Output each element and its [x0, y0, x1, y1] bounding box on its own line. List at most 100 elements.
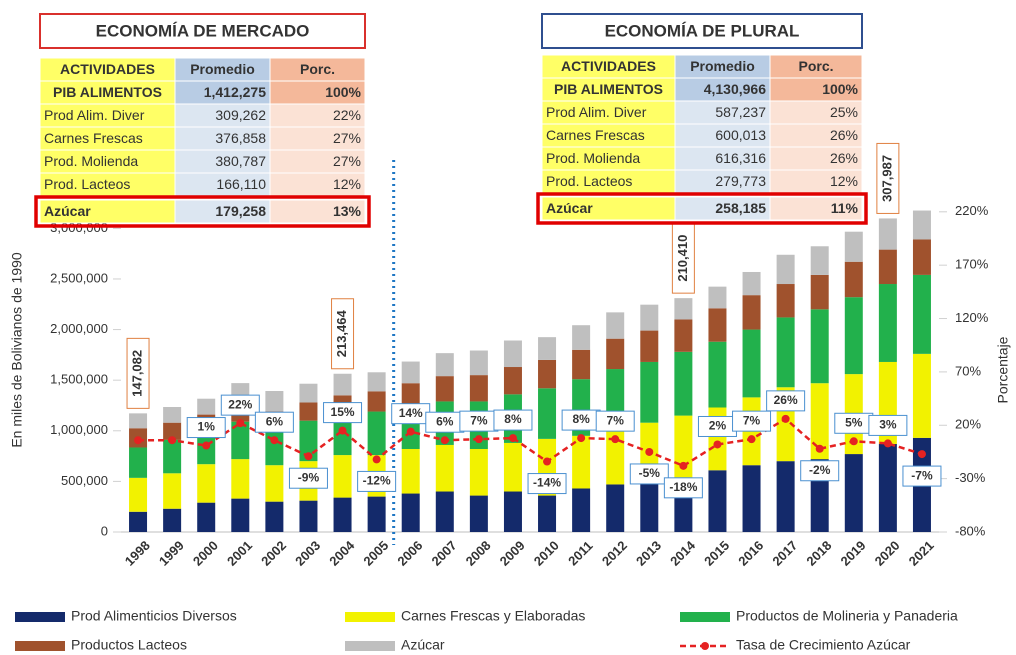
y-tick-label: 1,000,000 — [50, 422, 108, 437]
data-label: 14% — [399, 406, 423, 420]
bar-segment — [401, 361, 420, 384]
label-box — [629, 463, 669, 485]
bar-segment — [674, 298, 693, 320]
x-tick-label: 1998 — [122, 538, 153, 569]
bar-segment — [333, 455, 352, 498]
table-text: 22% — [333, 107, 361, 123]
x-tick-label: 2017 — [769, 538, 800, 569]
line-point — [440, 436, 449, 445]
bar-segment — [742, 295, 761, 330]
data-label: 2% — [709, 419, 727, 433]
label-box — [254, 411, 294, 433]
bar-segment — [469, 350, 488, 376]
bar-segment — [129, 413, 148, 429]
data-label: 6% — [266, 414, 284, 428]
line-point — [849, 437, 858, 446]
table-title: ECONOMÍA DE PLURAL — [605, 21, 800, 40]
table-title: ECONOMÍA DE MERCADO — [96, 21, 310, 40]
data-label: 8% — [504, 412, 522, 426]
bar-segment — [401, 383, 420, 407]
table-cell — [769, 196, 863, 221]
bar-segment — [231, 498, 250, 532]
x-tick-label: 2004 — [326, 537, 358, 569]
label-box — [323, 402, 363, 424]
data-label: 213,464 — [334, 309, 349, 357]
y2-tick-label: 20% — [955, 417, 981, 432]
table-text: ACTIVIDADES — [561, 58, 656, 74]
table-text: Prod Alim. Diver — [546, 104, 647, 120]
bar-segment — [469, 375, 488, 402]
x-tick-label: 2015 — [701, 538, 732, 569]
legend-label: Tasa de Crecimiento Azúcar — [736, 637, 911, 653]
bar-segment — [163, 406, 182, 423]
x-tick-label: 2006 — [394, 538, 425, 569]
data-label: 15% — [331, 405, 355, 419]
bar-segment — [299, 500, 318, 532]
y-tick-label: 2,500,000 — [50, 270, 108, 285]
x-tick-label: 2016 — [735, 538, 766, 569]
line — [138, 417, 923, 468]
bar-segment — [401, 493, 420, 532]
bar-segment — [299, 420, 318, 462]
data-label: 147,082 — [129, 350, 144, 397]
bar-segment — [674, 319, 693, 352]
table-text: Prod. Lacteos — [546, 173, 632, 189]
bar-segment — [231, 421, 250, 460]
label-box — [663, 477, 703, 499]
y-axis-title: En miles de Bolivianos de 1990 — [9, 252, 25, 448]
table-text: 279,773 — [715, 173, 766, 189]
table-text: 11% — [831, 200, 859, 216]
table-text: 26% — [830, 127, 858, 143]
bar-segment — [435, 376, 454, 402]
data-label: -18% — [669, 480, 697, 494]
bar-segment — [503, 442, 522, 492]
bar-segment — [538, 495, 557, 532]
bar-segment — [299, 383, 318, 403]
bar-segment — [776, 461, 795, 532]
bar-segment — [469, 495, 488, 532]
table-text: 13% — [333, 203, 362, 219]
x-tick-label: 2014 — [667, 537, 699, 569]
data-label: 1% — [198, 420, 216, 434]
line-point — [713, 440, 722, 449]
label-box — [288, 467, 328, 489]
bar-segment — [912, 210, 931, 240]
bar-segment — [265, 501, 284, 532]
bar-segment — [606, 312, 625, 339]
legend-label: Prod Alimenticios Diversos — [71, 608, 237, 624]
data-label: -5% — [639, 466, 661, 480]
x-tick-label: 2008 — [463, 538, 494, 569]
bar-segment — [129, 477, 148, 512]
table-text: 27% — [333, 153, 361, 169]
legend-label: Carnes Frescas y Elaboradas — [401, 608, 585, 624]
bar-segment — [606, 338, 625, 370]
table-text: Prod. Molienda — [44, 153, 138, 169]
bar-segment — [844, 231, 863, 262]
table-text: 600,013 — [715, 127, 766, 143]
bar-segment — [299, 402, 318, 421]
data-label: -9% — [298, 470, 320, 484]
bar-segment — [912, 239, 931, 275]
table-text: 1,412,275 — [204, 84, 266, 100]
y2-tick-label: -30% — [955, 470, 986, 485]
table-text: 12% — [830, 173, 858, 189]
bar-segment — [708, 470, 727, 532]
legend-swatch — [345, 641, 395, 651]
table-cell — [269, 199, 366, 224]
bar-segment — [367, 391, 386, 412]
y-tick-label: 2,000,000 — [50, 321, 108, 336]
bar-segment — [810, 309, 829, 384]
bar-segment — [129, 511, 148, 532]
table-text: 179,258 — [215, 203, 266, 219]
bar-segment — [503, 367, 522, 395]
table-text: 26% — [830, 150, 858, 166]
bar-segment — [333, 373, 352, 396]
data-label: 8% — [572, 412, 590, 426]
data-label: 7% — [470, 413, 488, 427]
bar-segment — [844, 261, 863, 298]
label-box — [357, 470, 397, 492]
label-box — [732, 410, 772, 432]
label-box — [186, 417, 226, 439]
table-text: 27% — [333, 130, 361, 146]
